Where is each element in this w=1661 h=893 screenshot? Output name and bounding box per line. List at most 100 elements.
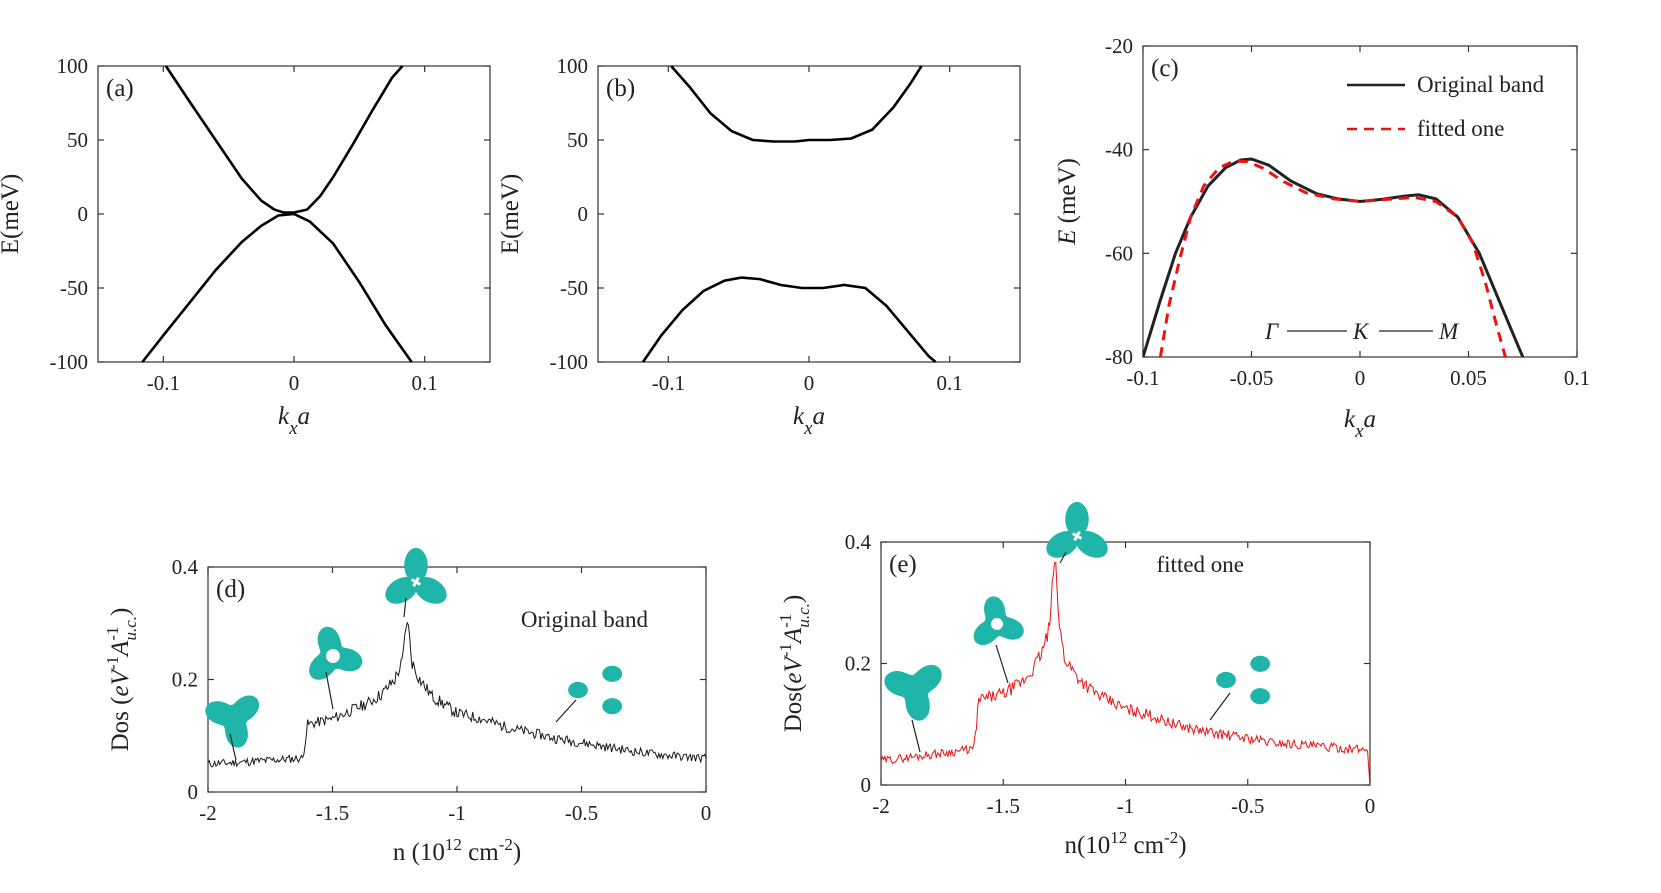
y-tick-label: 0.4 [172, 555, 199, 579]
panel-tag: (c) [1151, 55, 1179, 82]
y-axis-ev: eV [780, 655, 807, 684]
plot-frame [207, 566, 707, 793]
y-tick-label: -100 [550, 350, 589, 374]
x-tick-label: -2 [872, 794, 890, 818]
x-axis-sup2: -2 [499, 835, 513, 854]
x-axis-sup: 12 [445, 835, 462, 854]
icon-pointer-line [911, 719, 921, 753]
x-axis-n: n (10 [393, 839, 445, 866]
x-tick-label: -2 [199, 801, 217, 825]
dos-trace [880, 561, 1371, 786]
plot-frame [597, 65, 1021, 363]
x-axis-title: kxa [793, 403, 825, 439]
icon-pointer-line [1209, 692, 1231, 721]
y-tick-label: 0.2 [845, 652, 871, 676]
fermi-cross [1071, 530, 1083, 542]
fermi-hole [991, 618, 1003, 630]
x-tick-label: -0.1 [652, 371, 685, 395]
y-axis-a: A [780, 627, 807, 645]
x-axis-sub: x [1354, 421, 1364, 442]
x-axis-cm: cm [1127, 832, 1164, 859]
fermi-surface-icon [309, 626, 363, 680]
fermi-surface-icon [973, 596, 1024, 646]
fitted-band-line [1158, 159, 1507, 357]
x-axis-n: n(10 [1064, 832, 1110, 859]
fermi-pocket [1250, 688, 1271, 705]
fermi-lobe [1075, 531, 1108, 558]
x-axis-k: k [793, 403, 805, 430]
y-axis-title: E(meV) [497, 174, 524, 255]
x-tick-label: 0.05 [1450, 366, 1487, 390]
panel-c: -0.1 -0.05 0 0.05 0.1 -80 -60 -40 -20 (c) Original… [1054, 34, 1590, 442]
panel-a: -0.1 0 0.1 -100 -50 0 50 100 (a) kxa E(meV) [0, 54, 491, 439]
icon-pointer-line [995, 644, 1009, 684]
fermi-pocket [1250, 655, 1271, 672]
y-tick-label: -40 [1105, 138, 1133, 162]
icon-pointer-line [1059, 551, 1067, 564]
y-axis-e: E [1054, 230, 1081, 246]
x-tick-label: -1 [448, 801, 466, 825]
panel-b: -0.1 0 0.1 -100 -50 0 50 100 (b) kxa E(meV) [497, 54, 1021, 439]
icon-pointer-line [403, 597, 407, 618]
x-axis-k: k [278, 403, 290, 430]
legend-label: Original band [1417, 72, 1545, 97]
y-axis-title: Dos(eV-1A-1u.c.) [776, 595, 813, 732]
icon-pointer-line [325, 671, 334, 710]
original-band-line [1143, 157, 1525, 357]
panel-e: -2 -1.5 -1 -0.5 000.20.4(e)n(1012 cm-2)Dos(e… [776, 501, 1376, 859]
fermi-hole [326, 649, 340, 663]
x-tick-label: 0 [289, 371, 300, 395]
fermi-surface-icon [205, 695, 260, 748]
y-tick-label: 100 [57, 54, 89, 78]
y-tick-label: 0.2 [172, 668, 198, 692]
x-tick-label: -0.05 [1230, 366, 1274, 390]
y-axis-unit: (meV) [1054, 158, 1081, 230]
fermi-lobe [1065, 501, 1089, 537]
y-tick-label: 0 [188, 780, 199, 804]
y-axis-title: E (meV) [1054, 158, 1081, 246]
x-tick-label: -0.5 [1231, 794, 1264, 818]
fermi-pocket [602, 665, 623, 682]
y-axis-dos: Dos( [780, 684, 807, 733]
band-line [141, 212, 413, 363]
legend-label: fitted one [1417, 116, 1505, 141]
x-axis-sup2: -2 [1164, 828, 1178, 847]
x-axis-sup: 12 [1110, 828, 1127, 847]
y-axis-close: ) [780, 595, 807, 603]
fermi-surface-icon [1216, 655, 1271, 705]
y-tick-label: -50 [560, 276, 588, 300]
x-tick-label: 0 [804, 371, 815, 395]
x-axis-a: a [1364, 406, 1377, 433]
path-label-gamma: Γ [1264, 319, 1279, 344]
x-axis-title: kxa [1344, 406, 1376, 442]
panel-tag: (a) [106, 75, 134, 102]
panel-annotation: Original band [521, 607, 649, 632]
y-axis-dos: Dos ( [107, 697, 134, 752]
fermi-pocket [568, 681, 588, 699]
panel-tag: (b) [606, 75, 635, 102]
y-tick-label: 0 [861, 773, 872, 797]
fermi-surface-icon [568, 665, 623, 715]
x-tick-label: 0 [1365, 794, 1376, 818]
x-axis-close: ) [513, 839, 521, 866]
y-tick-label: -100 [50, 350, 89, 374]
y-axis-close: ) [107, 608, 134, 616]
x-axis-close: ) [1178, 832, 1186, 859]
icon-pointer-line [229, 733, 237, 761]
x-tick-label: 0.1 [1564, 366, 1590, 390]
fermi-surface-icon [1046, 501, 1108, 558]
x-axis-k: k [1344, 406, 1356, 433]
fermi-lobe [414, 577, 447, 604]
y-axis-sup2: -1 [776, 614, 795, 628]
y-axis-sub: u.c. [121, 616, 140, 641]
x-tick-label: -0.1 [1126, 366, 1159, 390]
y-axis-sup2: -1 [103, 627, 122, 641]
y-tick-label: -80 [1105, 345, 1133, 369]
y-tick-label: 50 [567, 128, 588, 152]
x-axis-title: n (1012 cm-2) [393, 835, 521, 866]
x-axis-sub: x [288, 418, 298, 439]
y-tick-label: 50 [67, 128, 88, 152]
x-tick-label: -1.5 [316, 801, 349, 825]
x-tick-label: 0 [1355, 366, 1366, 390]
fermi-surface-icon [385, 547, 447, 604]
